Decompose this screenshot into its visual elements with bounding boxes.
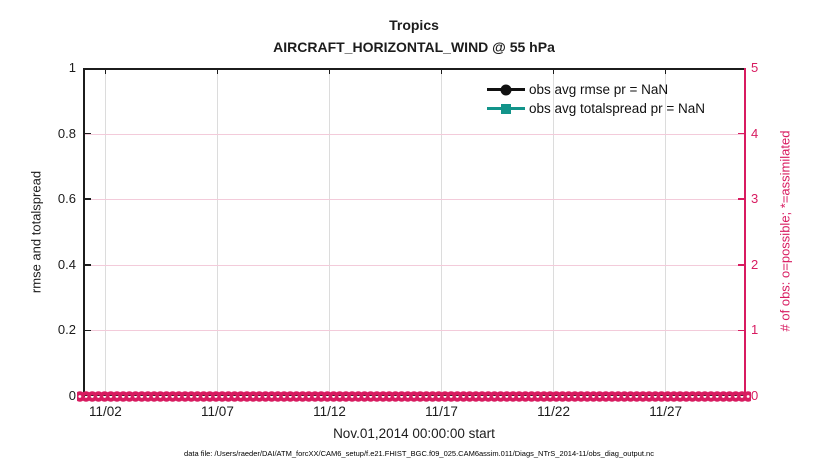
chart-subtitle: AIRCRAFT_HORIZONTAL_WIND @ 55 hPa bbox=[273, 39, 555, 55]
y-left-tick-label: 0.6 bbox=[57, 191, 76, 207]
y-right-tick-label: 3 bbox=[751, 191, 759, 207]
x-gridline bbox=[328, 68, 330, 396]
y-gridline bbox=[83, 330, 744, 332]
legend-label-rmse: obs avg rmse pr = NaN bbox=[529, 82, 669, 97]
y-gridline bbox=[83, 133, 744, 135]
totalspread-line-sample bbox=[487, 99, 525, 118]
y-left-tick-mark bbox=[84, 198, 91, 200]
y-left-tick-label: 0 bbox=[68, 388, 76, 403]
legend-item-totalspread: obs avg totalspread pr = NaN bbox=[487, 99, 705, 118]
x-tick-mark bbox=[440, 68, 443, 74]
x-tick-mark bbox=[328, 68, 331, 74]
x-tick-label: 11/02 bbox=[89, 404, 122, 419]
x-tick-label: 11/07 bbox=[201, 404, 234, 419]
y-left-tick-mark bbox=[84, 132, 91, 135]
y-left-tick-mark bbox=[84, 329, 91, 332]
x-tick-label: 11/12 bbox=[313, 404, 346, 419]
y-right-tick-label: 1 bbox=[751, 322, 759, 338]
x-tick-label: 11/27 bbox=[649, 404, 682, 419]
y-left-tick-label: 1 bbox=[68, 60, 76, 75]
y-right-tick-mark bbox=[738, 264, 744, 266]
y-right-tick-mark bbox=[738, 198, 744, 200]
top-axis-line bbox=[83, 68, 746, 70]
x-gridline bbox=[216, 68, 218, 396]
y-left-tick-label: 0.8 bbox=[57, 125, 76, 141]
chart-title: Tropics bbox=[389, 17, 439, 33]
x-tick-mark bbox=[552, 68, 555, 74]
legend-item-rmse: obs avg rmse pr = NaN bbox=[487, 80, 705, 99]
y-left-tick-label: 0.2 bbox=[57, 322, 76, 338]
y-gridline bbox=[83, 264, 744, 266]
rmse-circle-marker-icon bbox=[500, 84, 512, 95]
totalspread-square-marker-icon bbox=[501, 103, 511, 114]
x-tick-mark bbox=[104, 68, 107, 74]
x-tick-mark bbox=[664, 68, 667, 74]
obs-count-marker-band bbox=[77, 389, 751, 403]
y-left-tick-label: 0.4 bbox=[57, 256, 76, 272]
x-tick-mark bbox=[216, 68, 219, 74]
y-right-tick-mark bbox=[738, 132, 744, 135]
y-right-tick-label: 2 bbox=[751, 256, 759, 272]
y-right-axis-title: # of obs: o=possible; *=assimilated bbox=[777, 130, 793, 332]
y-left-axis-title: rmse and totalspread bbox=[28, 170, 44, 294]
y-right-tick-label: 0 bbox=[751, 388, 759, 403]
x-gridline bbox=[104, 68, 106, 396]
right-axis-line bbox=[744, 68, 746, 397]
y-right-tick-mark bbox=[738, 329, 744, 332]
y-left-tick-mark bbox=[84, 264, 91, 266]
x-gridline bbox=[665, 68, 667, 396]
legend-label-totalspread: obs avg totalspread pr = NaN bbox=[529, 101, 705, 116]
y-right-tick-label: 4 bbox=[751, 125, 759, 141]
y-gridline bbox=[83, 199, 744, 201]
x-axis-title: Nov.01,2014 00:00:00 start bbox=[333, 426, 495, 441]
x-gridline bbox=[441, 68, 443, 396]
x-tick-label: 11/22 bbox=[537, 404, 570, 419]
x-gridline bbox=[553, 68, 555, 396]
x-tick-label: 11/17 bbox=[425, 404, 458, 419]
rmse-line-sample bbox=[487, 80, 525, 99]
legend: obs avg rmse pr = NaN obs avg totalsprea… bbox=[487, 80, 705, 118]
data-file-path: data file: /Users/raeder/DAI/ATM_forcXX/… bbox=[184, 449, 654, 458]
y-right-tick-label: 5 bbox=[751, 60, 759, 75]
left-axis-line bbox=[83, 68, 85, 397]
